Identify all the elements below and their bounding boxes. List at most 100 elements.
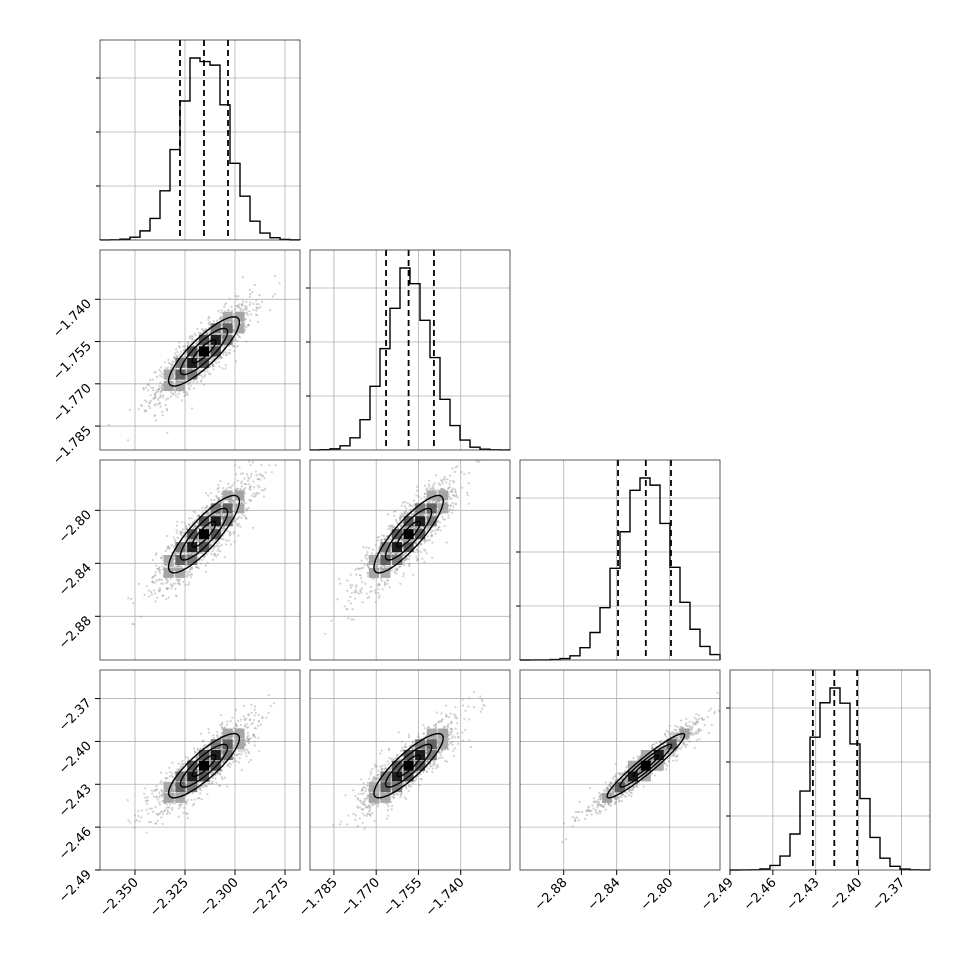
- sample-point: [246, 324, 249, 327]
- sample-point: [173, 388, 176, 391]
- sample-point: [408, 503, 411, 506]
- sample-point: [178, 346, 181, 349]
- sample-point: [176, 536, 179, 540]
- sample-point: [424, 549, 427, 552]
- sample-point: [197, 352, 200, 355]
- sample-point: [174, 394, 177, 397]
- sample-point: [217, 483, 220, 486]
- sample-point: [187, 583, 190, 586]
- sample-point: [455, 494, 458, 497]
- sample-point: [433, 488, 436, 491]
- sample-point: [152, 389, 155, 392]
- sample-point: [162, 394, 165, 397]
- sample-point: [477, 460, 481, 463]
- sample-point: [153, 394, 156, 397]
- sample-point: [146, 383, 149, 386]
- sample-point: [154, 403, 157, 406]
- sample-point: [243, 307, 247, 310]
- sample-point: [239, 525, 242, 529]
- sample-point: [149, 379, 152, 382]
- sample-point: [133, 826, 136, 829]
- sample-point: [346, 608, 349, 611]
- sample-point: [154, 393, 157, 396]
- sample-point: [468, 471, 471, 474]
- sample-point: [366, 575, 370, 578]
- sample-point: [148, 821, 151, 824]
- sample-point: [401, 501, 405, 504]
- sample-point: [232, 329, 235, 332]
- sample-point: [245, 308, 248, 311]
- sample-point: [371, 548, 375, 551]
- sample-point: [167, 596, 170, 599]
- sample-point: [219, 315, 223, 318]
- sample-point: [256, 478, 259, 481]
- sample-point: [220, 501, 223, 504]
- sample-point: [262, 489, 265, 492]
- sample-point: [185, 364, 188, 367]
- sample-point: [244, 487, 247, 490]
- sample-point: [155, 579, 158, 582]
- sample-point: [169, 803, 172, 806]
- sample-point: [237, 487, 240, 490]
- sample-point: [256, 320, 260, 324]
- sample-point: [256, 306, 259, 309]
- sample-point: [204, 564, 207, 567]
- sample-point: [245, 755, 248, 758]
- sample-point: [389, 527, 392, 530]
- sample-point: [212, 365, 215, 368]
- sample-point: [420, 497, 423, 500]
- sample-point: [194, 539, 198, 542]
- sample-point: [217, 547, 220, 550]
- sample-point: [241, 303, 244, 306]
- sample-point: [245, 300, 248, 303]
- sample-point: [438, 500, 441, 503]
- sample-point: [190, 356, 193, 359]
- sample-point: [183, 356, 186, 359]
- sample-point: [448, 486, 451, 489]
- sample-point: [150, 820, 153, 824]
- sample-point: [190, 576, 193, 579]
- sample-point: [167, 362, 170, 365]
- sample-point: [400, 504, 403, 507]
- sample-point: [147, 384, 150, 387]
- sample-point: [166, 366, 169, 369]
- sample-point: [396, 553, 399, 556]
- sample-point: [209, 491, 212, 495]
- sample-point: [244, 502, 247, 505]
- sample-point: [219, 479, 222, 483]
- sample-point: [242, 704, 246, 707]
- sample-point: [145, 400, 148, 403]
- sample-point: [260, 463, 263, 467]
- sample-point: [224, 303, 227, 306]
- sample-point: [237, 523, 241, 526]
- sample-point: [448, 508, 451, 511]
- sample-point: [178, 353, 181, 356]
- sample-point: [452, 480, 455, 483]
- sample-point: [153, 404, 156, 407]
- sample-point: [226, 309, 230, 312]
- sample-point: [357, 592, 360, 595]
- sample-point: [245, 305, 248, 308]
- sample-point: [253, 718, 256, 722]
- sample-point: [206, 494, 210, 497]
- sample-point: [149, 399, 152, 402]
- sample-point: [134, 820, 137, 823]
- sample-point: [324, 632, 327, 635]
- sample-point: [273, 275, 277, 278]
- sample-point: [216, 549, 219, 552]
- sample-point: [137, 408, 140, 411]
- sample-point: [165, 578, 168, 581]
- sample-point: [225, 539, 228, 542]
- sample-point: [190, 517, 193, 520]
- sample-point: [237, 334, 240, 337]
- sample-point: [237, 305, 240, 308]
- sample-point: [158, 402, 161, 405]
- sample-point: [412, 499, 416, 502]
- sample-point: [255, 307, 258, 310]
- sample-point: [172, 545, 175, 548]
- sample-point: [366, 553, 369, 556]
- sample-point: [349, 584, 352, 587]
- sample-point: [253, 283, 256, 286]
- sample-point: [165, 772, 168, 775]
- sample-point: [233, 540, 236, 543]
